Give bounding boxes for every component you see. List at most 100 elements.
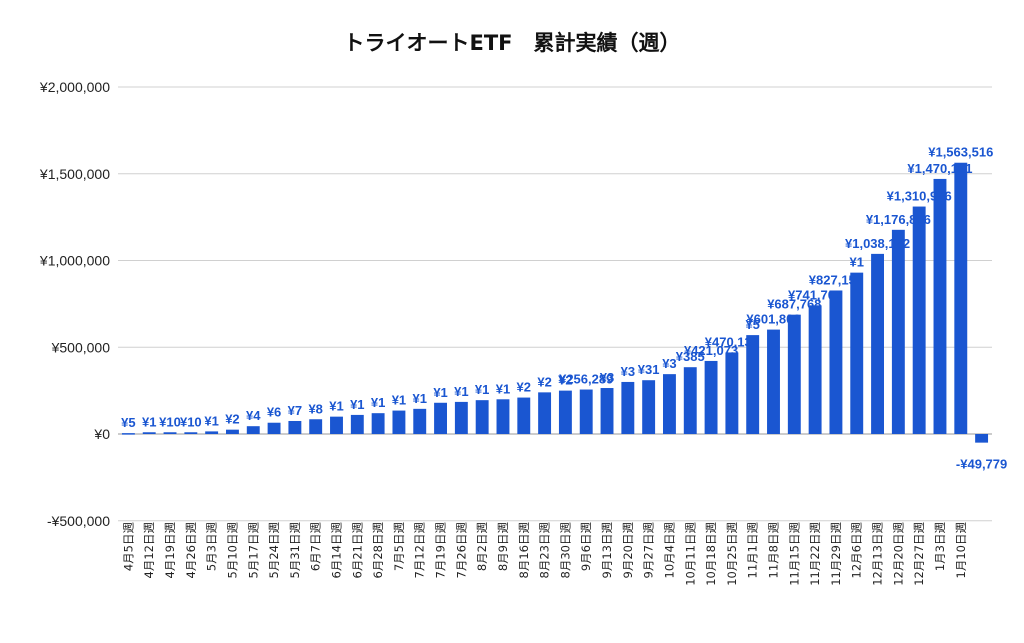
bar	[517, 397, 531, 434]
x-tick-label: 11月29日週	[829, 522, 843, 586]
x-tick-label: 9月27日週	[642, 522, 656, 579]
bar	[205, 431, 219, 434]
data-label: ¥6	[267, 405, 281, 420]
data-label: ¥687,768	[767, 297, 821, 312]
bar	[954, 162, 968, 434]
bar	[350, 414, 364, 434]
gridlines	[118, 86, 992, 522]
bar	[434, 402, 447, 434]
bar	[163, 432, 177, 434]
x-tick-label: 5月3日週	[205, 522, 219, 572]
x-tick-label: 10月11日週	[683, 522, 697, 586]
data-label: ¥4	[246, 408, 261, 423]
x-tick-label: 7月26日週	[454, 522, 468, 579]
bar	[808, 305, 822, 434]
data-label: ¥1	[454, 384, 468, 399]
bar	[891, 229, 905, 434]
data-label: ¥1	[329, 399, 343, 414]
data-label: ¥10	[159, 414, 181, 429]
bar	[413, 408, 427, 434]
data-label: ¥5	[121, 415, 135, 430]
x-tick-label: 10月4日週	[662, 522, 676, 579]
bar	[392, 410, 406, 434]
data-label: ¥385	[676, 349, 705, 364]
bar	[975, 434, 989, 443]
data-label: ¥5	[745, 317, 759, 332]
bar	[121, 433, 135, 435]
x-tick-label: 6月21日週	[350, 522, 364, 579]
data-label: ¥1,563,516	[928, 145, 993, 160]
bar	[642, 380, 656, 434]
x-tick-label: 10月18日週	[704, 522, 718, 586]
y-tick-label: -¥500,000	[47, 513, 110, 529]
chart-title: トライオートETF 累計実績（週）	[343, 31, 680, 55]
data-label: ¥741,703	[788, 287, 842, 302]
x-tick-label: 9月6日週	[579, 522, 593, 572]
data-label: ¥31	[638, 362, 660, 377]
bar	[226, 429, 239, 434]
x-tick-label: 8月2日週	[475, 522, 489, 572]
y-axis-ticks: -¥500,000 ¥0 ¥500,000 ¥1,000,000 ¥1,500,000 ¥…	[39, 79, 110, 529]
bar	[579, 389, 593, 434]
data-label: ¥827,157	[809, 272, 863, 287]
data-label: ¥3	[621, 364, 635, 379]
x-tick-label: 11月1日週	[746, 522, 760, 579]
x-tick-label: 8月30日週	[558, 522, 572, 579]
data-label: ¥2	[517, 380, 531, 395]
x-tick-label: 6月14日週	[330, 522, 344, 579]
x-tick-label: 8月9日週	[496, 522, 510, 572]
bar	[767, 329, 780, 434]
data-label: ¥2	[225, 412, 239, 427]
data-label: ¥1	[413, 391, 427, 406]
data-label: ¥1,176,806	[866, 212, 931, 227]
data-label: ¥1,470,191	[907, 161, 972, 176]
bar	[621, 381, 635, 434]
data-label: ¥1	[142, 414, 156, 429]
x-tick-label: 4月12日週	[142, 522, 156, 579]
x-tick-label: 5月24日週	[267, 522, 281, 579]
x-tick-label: 4月5日週	[121, 522, 135, 572]
data-label: ¥1,038,172	[845, 236, 910, 251]
x-tick-label: 11月15日週	[787, 522, 801, 586]
bar	[496, 399, 510, 434]
data-label: ¥1	[433, 385, 447, 400]
data-label: ¥470,139	[705, 334, 759, 349]
bar	[704, 360, 718, 434]
x-tick-label: 5月17日週	[246, 522, 260, 579]
data-label: ¥7	[288, 403, 302, 418]
bar	[725, 352, 739, 434]
bar	[142, 432, 156, 434]
data-label: ¥421,073	[684, 343, 738, 358]
y-tick-label: ¥1,500,000	[39, 166, 110, 182]
bar	[912, 206, 926, 434]
data-label: ¥1,310,946	[887, 189, 952, 204]
bar	[288, 420, 302, 434]
bar	[309, 419, 323, 434]
data-label: ¥1	[350, 397, 364, 412]
data-label: ¥601,800	[746, 312, 800, 327]
x-tick-label: 12月20日週	[891, 522, 905, 586]
y-tick-label: ¥500,000	[51, 339, 111, 355]
bar	[454, 401, 468, 434]
x-tick-label: 7月12日週	[413, 522, 427, 579]
data-label: -¥49,779	[956, 457, 1007, 472]
y-tick-label: ¥2,000,000	[39, 79, 110, 95]
data-label: ¥1	[371, 395, 385, 410]
data-label: ¥2	[558, 373, 572, 388]
x-tick-label: 7月19日週	[434, 522, 448, 579]
bar	[475, 400, 489, 434]
x-tick-label: 8月16日週	[517, 522, 531, 579]
bar	[600, 388, 614, 434]
x-tick-label: 12月6日週	[850, 522, 864, 579]
x-tick-label: 1月3日週	[933, 522, 947, 572]
bar	[371, 413, 385, 434]
bar	[267, 422, 281, 434]
bar	[933, 178, 947, 434]
bar	[330, 416, 343, 434]
x-tick-label: 6月7日週	[309, 522, 323, 572]
x-tick-label: 5月31日週	[288, 522, 302, 579]
x-tick-label: 1月10日週	[954, 522, 968, 579]
x-tick-label: 11月22日週	[808, 522, 822, 586]
